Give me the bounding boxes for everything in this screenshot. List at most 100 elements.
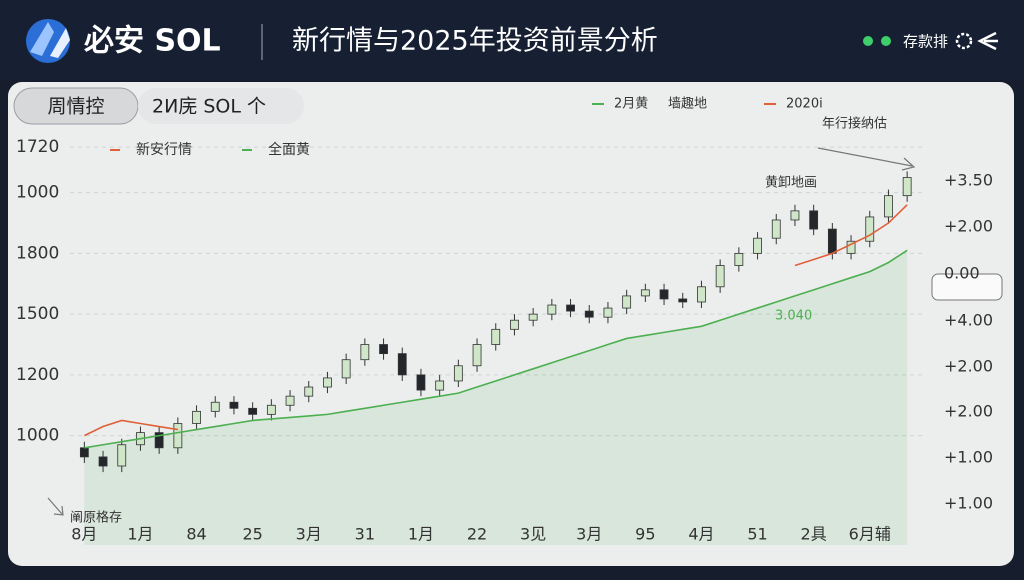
x-tick-label: 2具 [801,525,827,544]
right-axis-label: +2.00 [944,402,993,421]
candle-body [809,210,819,230]
candle-body [323,377,332,388]
candle-body [229,401,239,409]
candle-body [528,313,538,321]
candle-body [547,304,557,315]
x-tick-label: 3月 [576,525,602,544]
x-tick-label: 1月 [127,525,153,544]
candle-body [603,307,613,318]
header-bar [0,0,1024,80]
y-tick-label: 1000 [16,426,59,446]
y-tick-label: 1500 [16,304,59,324]
status-dot [863,36,873,46]
candle-body [266,404,276,415]
series-line [84,249,908,449]
candle-body [210,401,220,412]
candle-body [884,195,893,218]
value-box [931,273,1003,301]
candle-body [734,252,744,266]
x-tick-label: 51 [747,525,767,544]
right-axis-label: +2.00 [944,357,993,376]
legend-label: 全面黄 [268,141,310,158]
y-tick-label: 1800 [16,243,59,263]
candle-body [584,310,594,318]
series-line [83,204,908,437]
right-axis-label: +3.50 [944,171,993,190]
tab[interactable] [138,88,304,124]
candle-body [173,423,183,449]
candle-body [341,359,351,379]
x-tick-label: 4月 [688,525,714,544]
candle-body [697,286,706,303]
x-tick-label: 31 [355,525,375,544]
candle-body [79,447,89,458]
tab-label[interactable]: 2И庑 SOL 个 [152,96,266,118]
legend-label: 2月黄 [614,97,648,112]
candle-body [397,353,407,376]
right-axis-label: +1.00 [944,494,993,513]
right-axis-label: +2.00 [944,217,993,236]
candle-body [435,380,445,391]
x-tick-label: 22 [467,525,487,544]
candle-body [640,289,650,297]
candle-body [902,177,912,197]
annotation: 阐原格存 [70,510,122,526]
candle-body [491,328,501,345]
x-tick-label: 6月辅 [849,525,891,544]
settings-icon[interactable] [955,32,973,50]
candle-body [659,289,669,300]
candle-body [510,319,519,330]
header-link[interactable]: 存款排 [903,33,948,51]
x-tick-label: 84 [186,525,206,544]
candle-body [304,386,314,397]
candle-body [379,344,388,355]
legend-label: 新安行情 [136,142,192,158]
x-tick-label: 8月 [71,525,97,544]
candle-body [98,456,108,467]
candle-body [360,344,370,361]
annotation: 3.040 [775,309,812,324]
x-tick-label: 95 [635,525,655,544]
page-title: 新行情与2025年投资前景分析 [292,26,658,57]
y-tick-label: 1000 [16,183,59,203]
candle-body [416,374,426,391]
candle-body [622,295,632,309]
x-tick-label: 1月 [408,525,434,544]
candle-body [453,365,463,382]
candle-body [865,216,875,242]
arrow [817,147,916,171]
right-axis-label: +1.00 [944,448,993,467]
x-tick-label: 3见 [520,525,546,544]
y-tick-label: 1720 [16,137,59,157]
logo-text: 必安 SOL [84,24,221,59]
tab-label[interactable]: 周情控 [47,96,104,118]
status-dot [881,36,891,46]
y-tick-label: 1200 [16,365,59,385]
candle-body [566,304,575,312]
candle-body [192,410,201,424]
x-tick-label: 25 [242,525,262,544]
logo-icon [26,19,70,63]
legend-label: 2020i [786,97,823,112]
candle-body [472,344,482,367]
x-tick-label: 3月 [296,525,322,544]
right-axis-label: 0.00 [944,264,980,283]
candle-body [285,395,295,406]
right-axis-label: +4.00 [944,311,993,330]
candle-body [827,228,837,254]
candle-body [248,407,258,415]
annotation: 年行接纳估 [822,116,887,132]
candle-body [846,240,856,254]
candle-body [154,432,164,449]
arrow [47,497,64,516]
candle-body [715,265,725,288]
candle-body [753,237,762,254]
share-icon[interactable] [977,31,998,51]
candle-body [790,210,800,221]
annotation: 黄卸地画 [765,175,817,191]
candle-body [678,298,688,303]
area [84,250,908,545]
legend-label: 墙趣地 [668,97,707,112]
